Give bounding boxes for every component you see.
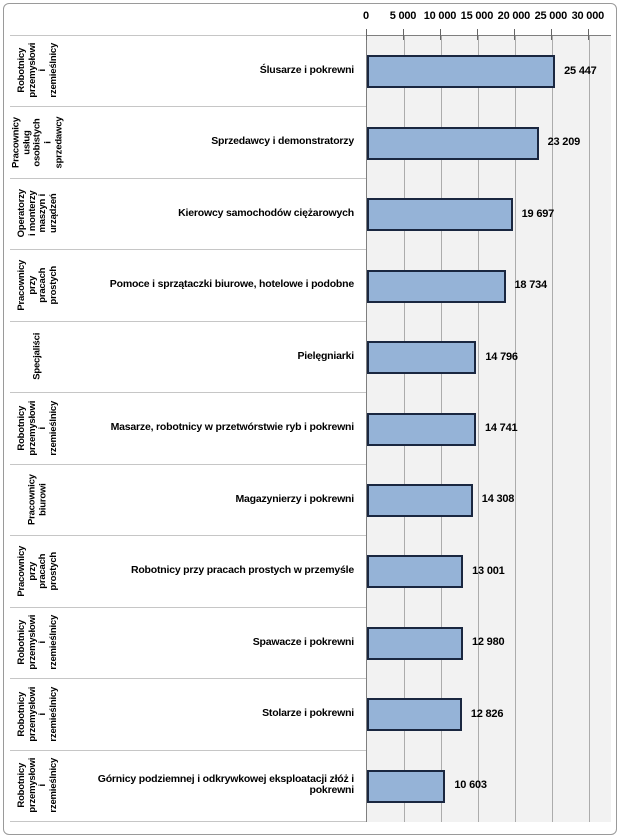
- group-label: Pracownicy przy pracach prostych: [15, 545, 59, 597]
- value-label: 14 741: [484, 421, 518, 434]
- value-label: 25 447: [564, 64, 597, 77]
- group-label-cell: Pracownicy usług osobistych i sprzedawcy: [10, 106, 64, 177]
- gridline: [477, 36, 479, 822]
- occupation-label: Spawacze i pokrewni: [252, 635, 354, 648]
- group-label: Robotnicy przemysłowi i rzemieślnicy: [15, 614, 59, 670]
- group-label-cell: Robotnicy przemysłowi i rzemieślnicy: [12, 678, 64, 749]
- gridline: [514, 36, 516, 822]
- group-label: Pracownicy usług osobistych i sprzedawcy: [10, 116, 64, 169]
- occupation-label-cell: Spawacze i pokrewni: [70, 607, 354, 678]
- occupation-label-cell: Pielęgniarki: [70, 321, 354, 392]
- axis-tick-label: 5 000: [389, 10, 417, 22]
- bar: [367, 198, 513, 232]
- row-separator: [10, 463, 366, 465]
- axis-tick-label: 20 000: [497, 10, 531, 22]
- row-separator: [10, 320, 366, 322]
- axis-tick: [587, 29, 589, 40]
- occupation-label: Ślusarze i pokrewni: [259, 63, 354, 76]
- gridline: [551, 36, 553, 822]
- group-label: Specjaliści: [31, 333, 43, 380]
- group-label: Robotnicy przemysłowi i rzemieślnicy: [15, 43, 59, 99]
- group-label-cell: Pracownicy przy pracach prostych: [12, 535, 64, 606]
- occupation-label: Pielęgniarki: [297, 349, 354, 362]
- occupation-label: Górnicy podziemnej i odkrywkowej eksploa…: [97, 772, 354, 797]
- row-separator: [10, 678, 366, 680]
- occupation-label: Magazynierzy i pokrewni: [235, 492, 354, 505]
- axis-tick: [366, 29, 367, 40]
- group-label: Robotnicy przemysłowi i rzemieślnicy: [15, 757, 59, 813]
- group-label-cell: Operatorzy i monterzy maszyn i urządzeń: [12, 178, 64, 249]
- axis-tick: [476, 29, 478, 40]
- gridline: [588, 36, 590, 822]
- value-label: 18 734: [514, 279, 548, 292]
- group-label-cell: Robotnicy przemysłowi i rzemieślnicy: [12, 607, 64, 678]
- value-label: 10 603: [454, 779, 487, 792]
- bar: [367, 483, 473, 517]
- group-label-cell: Specjaliści: [12, 321, 64, 392]
- bar: [367, 269, 506, 303]
- axis-tick: [402, 29, 404, 40]
- row-separator: [10, 249, 366, 251]
- group-label-cell: Robotnicy przemysłowi i rzemieślnicy: [12, 35, 64, 106]
- bar: [367, 412, 476, 446]
- group-label: Pracownicy biurowi: [26, 474, 48, 525]
- occupation-label: Stolarze i pokrewni: [262, 707, 354, 720]
- occupation-label-cell: Sprzedawcy i demonstratorzy: [70, 106, 354, 177]
- value-label: 12 980: [471, 636, 505, 649]
- value-label: 13 001: [472, 564, 505, 577]
- bar: [367, 126, 539, 160]
- occupation-label: Pomoce i sprzątaczki biurowe, hotelowe i…: [109, 278, 354, 291]
- axis-tick: [513, 29, 515, 40]
- occupation-label-cell: Ślusarze i pokrewni: [70, 35, 354, 106]
- axis-tick-label: 0: [363, 10, 369, 22]
- occupation-label-cell: Magazynierzy i pokrewni: [70, 464, 354, 535]
- plot-area: [366, 35, 611, 822]
- value-label: 12 826: [470, 707, 504, 720]
- group-label-cell: Robotnicy przemysłowi i rzemieślnicy: [12, 750, 64, 821]
- occupation-label-cell: Masarze, robotnicy w przetwórstwie ryb i…: [70, 392, 355, 463]
- axis-tick-label: 10 000: [423, 10, 457, 22]
- occupation-label: Kierowcy samochodów ciężarowych: [178, 206, 354, 219]
- value-label: 19 697: [521, 207, 555, 220]
- occupation-label-cell: Stolarze i pokrewni: [70, 678, 354, 749]
- value-label: 14 308: [481, 493, 515, 506]
- occupation-label: Masarze, robotnicy w przetwórstwie ryb i…: [110, 421, 355, 434]
- occupation-label-cell: Pomoce i sprzątaczki biurowe, hotelowe i…: [70, 249, 354, 320]
- row-separator: [10, 35, 366, 36]
- occupation-label: Sprzedawcy i demonstratorzy: [211, 135, 354, 148]
- bar: [367, 341, 477, 375]
- occupation-label-cell: Robotnicy przy pracach prostych w przemy…: [70, 535, 354, 606]
- value-label: 14 796: [485, 350, 518, 363]
- bar: [367, 55, 556, 89]
- bar: [367, 698, 462, 732]
- group-label: Operatorzy i monterzy maszyn i urządzeń: [15, 189, 59, 238]
- axis-tick-label: 25 000: [534, 10, 568, 22]
- row-separator: [10, 106, 366, 108]
- row-separator: [10, 606, 366, 608]
- bar: [367, 769, 446, 803]
- group-label-cell: Pracownicy biurowi: [12, 464, 64, 535]
- value-label: 23 209: [547, 136, 581, 149]
- occupation-label-cell: Kierowcy samochodów ciężarowych: [70, 178, 354, 249]
- axis-tick-label: 30 000: [571, 10, 605, 22]
- occupation-label-cell: Górnicy podziemnej i odkrywkowej eksploa…: [70, 750, 354, 821]
- row-separator: [10, 177, 366, 179]
- axis-tick: [550, 29, 552, 40]
- group-label: Pracownicy przy pracach prostych: [15, 259, 59, 311]
- group-label: Robotnicy przemysłowi i rzemieślnicy: [15, 400, 59, 456]
- row-separator: [10, 821, 366, 822]
- group-label-cell: Pracownicy przy pracach prostych: [12, 249, 64, 320]
- row-separator: [10, 535, 366, 537]
- group-label-cell: Robotnicy przemysłowi i rzemieślnicy: [12, 392, 64, 463]
- row-separator: [10, 749, 366, 751]
- group-label: Robotnicy przemysłowi i rzemieślnicy: [15, 686, 59, 742]
- bar: [367, 555, 464, 589]
- axis-tick: [439, 29, 441, 40]
- row-separator: [10, 392, 366, 394]
- axis-tick-label: 15 000: [460, 10, 494, 22]
- occupation-label: Robotnicy przy pracach prostych w przemy…: [130, 564, 354, 577]
- bar: [367, 626, 463, 660]
